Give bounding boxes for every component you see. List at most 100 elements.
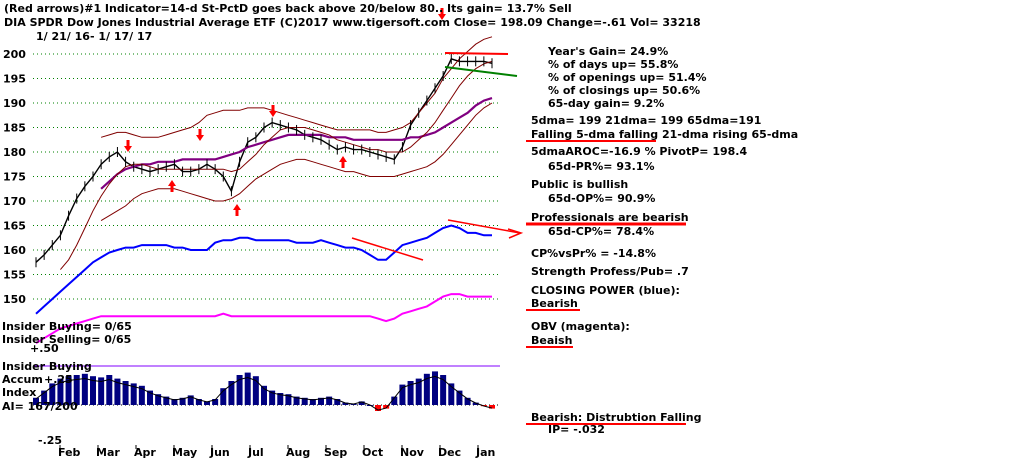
y-tick-195: 195 (3, 73, 26, 86)
series-upper-band (100, 36, 493, 138)
ai-bar (334, 399, 341, 405)
y-tick-150: 150 (3, 293, 26, 306)
ai-bar (147, 390, 153, 405)
ai-bar (448, 383, 455, 405)
cp-arrowhead (507, 228, 524, 239)
ai-bar (65, 376, 72, 405)
ai-bar (472, 402, 479, 405)
y-tick-190: 190 (3, 97, 26, 110)
x-tick-dec: Dec (438, 446, 461, 459)
stat-years-gain: Year's Gain= 24.9% (547, 45, 668, 58)
x-tick-oct: Oct (362, 446, 383, 459)
stat-closing-power: CLOSING POWER (blue): (531, 284, 680, 297)
stat-obv-state: Beaish (531, 334, 572, 347)
stat-dma-trend: Falling 5-dma falling 21-dma rising 65-d… (531, 128, 798, 141)
x-axis: Feb Mar Apr May Jun Jul Aug Sep Oct Nov Dec Jan (58, 445, 495, 459)
ai-bar (261, 385, 267, 405)
ai-bar (73, 375, 80, 405)
stat-closings-up: % of closings up= 50.6% (548, 84, 700, 97)
insider-selling-count: Insider Selling= 0/65 (2, 333, 131, 346)
y-tick-165: 165 (3, 220, 26, 233)
ai-bar (375, 405, 381, 411)
ai-bar (440, 375, 447, 405)
stat-professionals: Professionals are bearish (531, 211, 689, 224)
ai-bar (204, 401, 210, 405)
ai-bar (49, 383, 56, 405)
ai-bar (285, 394, 292, 405)
stat-ip: IP= -.032 (548, 423, 605, 436)
x-tick-apr: Apr (134, 446, 156, 459)
ai-bar (220, 388, 227, 405)
ai-bar (81, 373, 88, 405)
ai-bar (269, 390, 276, 405)
series-21-dma (60, 60, 493, 270)
ai-bar (106, 375, 113, 405)
ai-bar (228, 381, 235, 405)
ai-title-accum: Accum (2, 373, 43, 386)
date-range: 1/ 21/ 16- 1/ 17/ 17 (36, 30, 152, 43)
x-tick-aug: Aug (286, 446, 310, 459)
series-obv (35, 293, 492, 344)
y-tick-185: 185 (3, 122, 26, 135)
label-minus25: -.25 (38, 434, 62, 447)
stat-obv: OBV (magenta): (531, 320, 630, 333)
cp-trend-line (351, 237, 424, 261)
label-plus50: +.50 (30, 342, 59, 355)
x-tick-may: May (172, 446, 197, 459)
stat-days-up: % of days up= 55.8% (548, 58, 678, 71)
stat-strength: Strength Profess/Pub= .7 (531, 265, 689, 278)
stat-cp-state: Bearish (531, 297, 578, 310)
x-tick-jan: Jan (475, 446, 495, 459)
ai-bar (277, 393, 284, 405)
cp-trend-line (447, 219, 521, 234)
sell-arrow (196, 129, 204, 141)
ai-bar (179, 397, 186, 405)
y-tick-155: 155 (3, 269, 26, 282)
x-tick-jul: Jul (247, 446, 264, 459)
ai-title-index: Index (2, 386, 36, 399)
stat-bearish-dist: Bearish: Distrubtion Falling (531, 411, 701, 424)
stat-65d-cp: 65d-CP%= 78.4% (548, 225, 654, 238)
ai-bar (57, 378, 64, 405)
y-tick-175: 175 (3, 171, 26, 184)
ai-bar (358, 401, 365, 405)
ai-bar (236, 375, 243, 405)
series-closing-power (35, 224, 492, 315)
ai-bar (383, 405, 390, 409)
ai-bar (130, 383, 137, 405)
stat-65d-pr: 65d-PR%= 93.1% (548, 160, 655, 173)
stat-public: Public is bullish (531, 178, 628, 191)
ai-bar (399, 384, 406, 405)
ai-bar (456, 390, 463, 405)
ai-bar (155, 394, 162, 405)
y-axis: 200 195 190 185 180 175 170 165 160 155 150 (3, 48, 26, 306)
resistance-line (444, 52, 509, 55)
header-ticker: DIA SPDR Dow Jones Industrial Average ET… (4, 16, 701, 29)
y-tick-180: 180 (3, 146, 26, 159)
sell-arrow (124, 140, 132, 152)
ai-bar (432, 371, 438, 405)
series-65-dma (100, 97, 493, 190)
annotations (124, 8, 686, 425)
ai-title-insider: Insider Buying (2, 360, 92, 373)
ai-bar (342, 402, 349, 405)
accum-index-panel (33, 365, 500, 411)
label-plus25: +.25 (44, 373, 73, 386)
sell-arrow (438, 8, 446, 20)
header-indicator: (Red arrows)#1 Indicator=14-d St-PctD go… (4, 2, 572, 15)
buy-arrow (339, 156, 347, 168)
ai-bar (122, 381, 129, 405)
x-tick-mar: Mar (96, 446, 120, 459)
ai-bar (171, 399, 178, 405)
ai-bar (407, 381, 414, 405)
y-tick-170: 170 (3, 195, 26, 208)
ai-bar (98, 377, 105, 405)
ai-bar (187, 395, 194, 405)
ai-bar (244, 372, 251, 405)
ai-bar (309, 399, 316, 405)
x-tick-feb: Feb (58, 446, 81, 459)
ai-bar (423, 373, 430, 405)
ai-bar (114, 378, 121, 405)
stat-cp-vs-pr: CP%vsPr% = -14.8% (531, 247, 656, 260)
